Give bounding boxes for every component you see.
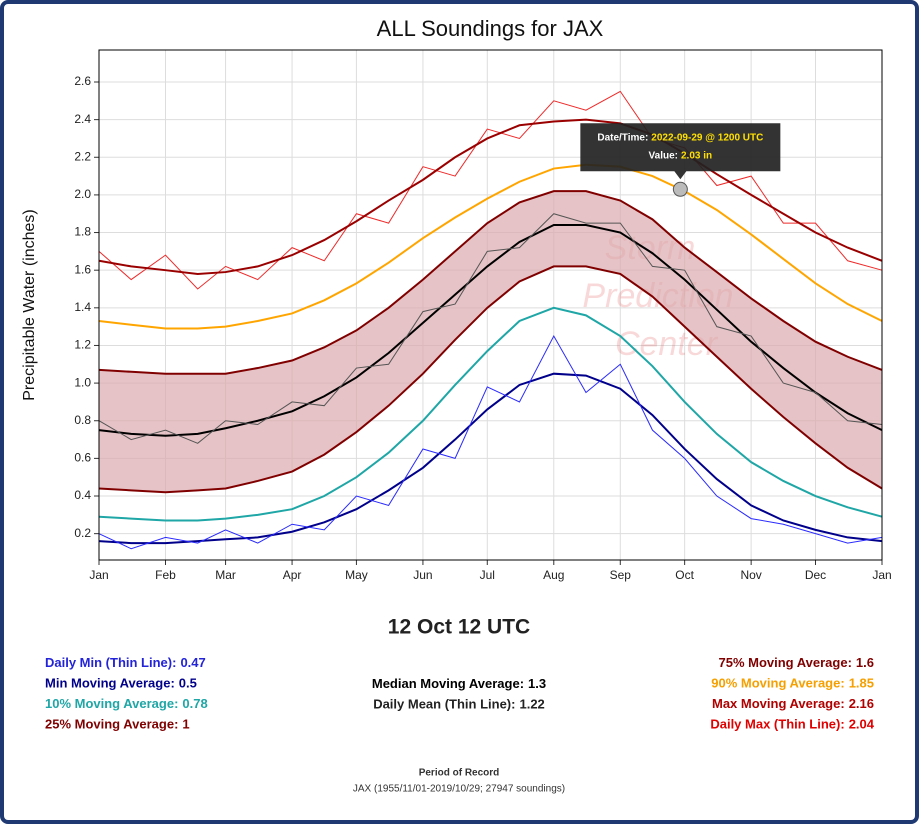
stat-label: 25% Moving Average:	[45, 717, 178, 732]
series-line	[98, 213, 883, 444]
stat: Daily Max (Thin Line): 2.04	[710, 717, 874, 732]
stat-value: 0.78	[182, 696, 207, 711]
stat-label: Min Moving Average:	[45, 676, 175, 691]
tooltip-label: Date/Time:	[597, 132, 648, 143]
y-tick-label: 0.2	[74, 526, 91, 540]
x-tick-label: Jul	[480, 568, 495, 582]
tooltip-label: Value:	[649, 150, 678, 161]
tooltip-value: 2.03 in	[681, 150, 712, 161]
stat: Min Moving Average: 0.5	[45, 676, 197, 691]
stat: 90% Moving Average: 1.85	[711, 676, 874, 691]
band	[99, 191, 882, 493]
y-tick-label: 0.8	[74, 413, 91, 427]
x-tick-label: Apr	[283, 568, 302, 582]
stat-value: 2.16	[849, 696, 874, 711]
x-tick-label: Aug	[543, 568, 564, 582]
stat-label: Max Moving Average:	[712, 696, 845, 711]
y-tick-label: 1.8	[74, 225, 91, 239]
stat: 10% Moving Average: 0.78	[45, 696, 208, 711]
stat-label: 75% Moving Average:	[719, 655, 852, 670]
series-line	[98, 335, 883, 550]
chart-title: ALL Soundings for JAX	[377, 16, 604, 41]
x-tick-label: Dec	[805, 568, 826, 582]
stat-label: Daily Mean (Thin Line):	[373, 697, 515, 712]
stat: Daily Mean (Thin Line): 1.22	[373, 697, 545, 712]
stat-value: 1.3	[528, 676, 546, 691]
footer-title: Period of Record	[419, 768, 500, 779]
stat-value: 1	[182, 717, 189, 732]
y-tick-label: 0.6	[74, 451, 91, 465]
stat-value: 1.85	[849, 676, 874, 691]
tooltip-point	[672, 181, 688, 197]
footer-text: JAX (1955/11/01-2019/10/29; 27947 soundi…	[353, 784, 565, 795]
x-tick-label: Jan	[872, 568, 891, 582]
y-tick-label: 1.0	[74, 375, 91, 389]
series-line	[98, 190, 883, 375]
y-tick-label: 1.4	[74, 300, 91, 314]
series-line	[98, 224, 883, 437]
x-tick-label: May	[345, 568, 368, 582]
tooltip-row: Date/Time: 2022-09-29 @ 1200 UTC	[597, 132, 763, 143]
y-tick-label: 1.2	[74, 338, 91, 352]
tooltip-box	[580, 123, 781, 180]
series-line	[98, 306, 883, 522]
stat-value: 0.5	[179, 676, 197, 691]
x-tick-label: Oct	[675, 568, 694, 582]
y-tick-label: 2.2	[74, 149, 91, 163]
stat: 25% Moving Average: 1	[45, 717, 190, 732]
stat: 75% Moving Average: 1.6	[719, 655, 875, 670]
tooltip-value: 2022-09-29 @ 1200 UTC	[651, 132, 763, 143]
stat-value: 1.22	[519, 697, 544, 712]
y-tick-label: 1.6	[74, 262, 91, 276]
series-line	[98, 372, 883, 545]
stat-label: Median Moving Average:	[372, 676, 524, 691]
x-tick-label: Jun	[413, 568, 432, 582]
stat-label: Daily Min (Thin Line):	[45, 655, 176, 670]
y-tick-label: 2.6	[74, 74, 91, 88]
x-tick-label: Mar	[215, 568, 236, 582]
series-line	[98, 265, 883, 494]
stat: Daily Min (Thin Line): 0.47	[45, 655, 206, 670]
stat-value: 2.04	[849, 717, 875, 732]
tooltip-row: Value: 2.03 in	[649, 150, 713, 161]
y-tick-label: 2.4	[74, 112, 91, 126]
series-line	[98, 90, 883, 290]
series-line	[98, 163, 883, 330]
stat-label: 90% Moving Average:	[711, 676, 844, 691]
stat-value: 1.6	[856, 655, 874, 670]
y-tick-label: 0.4	[74, 488, 91, 502]
stat-value: 0.47	[180, 655, 205, 670]
series-line	[98, 118, 883, 275]
stat: Max Moving Average: 2.16	[712, 696, 874, 711]
plot-border	[98, 49, 883, 561]
stat: Median Moving Average: 1.3	[372, 676, 546, 691]
x-tick-label: Sep	[610, 568, 632, 582]
x-tick-label: Jan	[89, 568, 108, 582]
stat-label: Daily Max (Thin Line):	[710, 717, 844, 732]
x-tick-label: Nov	[740, 568, 761, 582]
y-axis-label: Precipitable Water (inches)	[21, 209, 38, 400]
stat-label: 10% Moving Average:	[45, 696, 178, 711]
x-tick-label: Feb	[155, 568, 176, 582]
subtitle: 12 Oct 12 UTC	[388, 616, 530, 639]
y-tick-label: 2.0	[74, 187, 91, 201]
